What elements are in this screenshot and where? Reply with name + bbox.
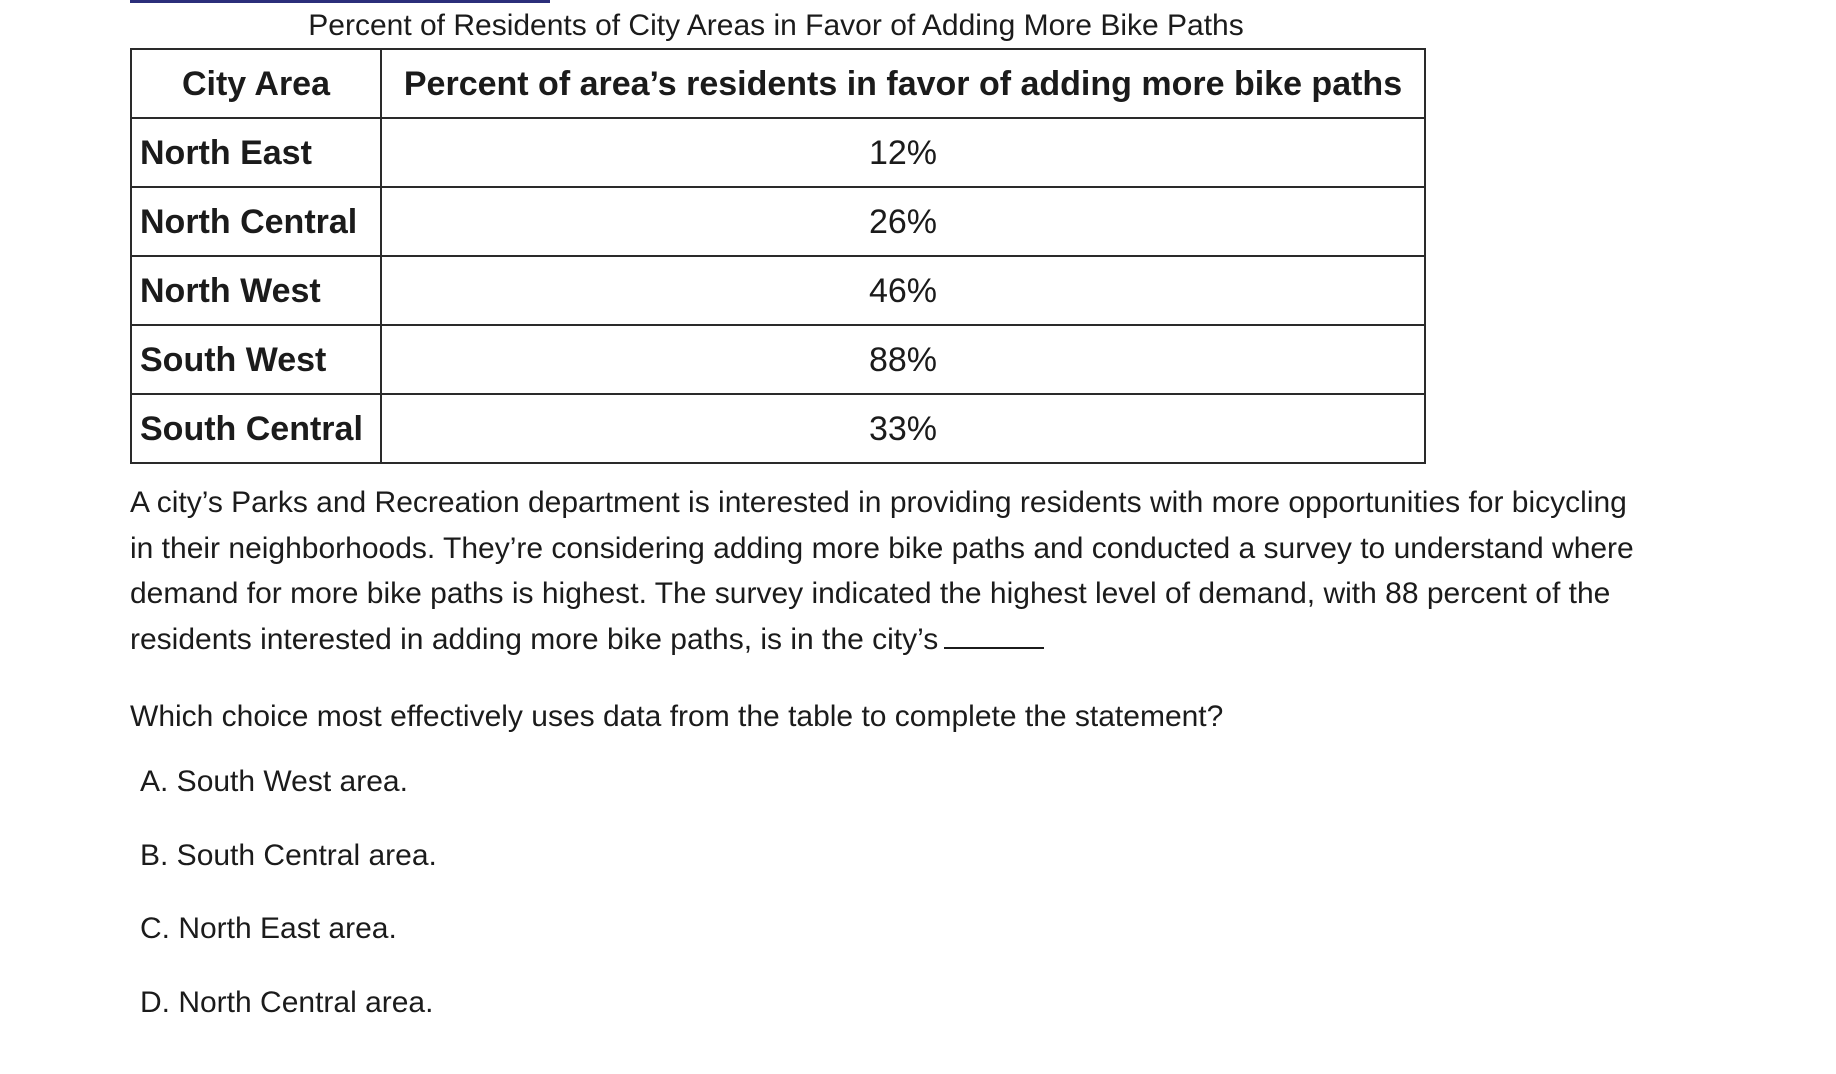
passage: A city’s Parks and Recreation department… <box>130 480 1730 662</box>
choice-c[interactable]: C. North East area. <box>140 912 397 945</box>
header-city-area: City Area <box>130 48 382 119</box>
table-row: North West 46% <box>130 255 1426 326</box>
row-percent: 26% <box>380 186 1426 257</box>
top-rule <box>130 0 550 3</box>
table-row: South Central 33% <box>130 393 1426 464</box>
row-area: South Central <box>130 393 382 464</box>
answer-blank <box>944 619 1045 649</box>
row-area: South West <box>130 324 382 395</box>
answer-choices: A. South West area. B. South Central are… <box>140 762 437 1056</box>
data-table: City Area Percent of area’s residents in… <box>130 48 1426 464</box>
table-row: South West 88% <box>130 324 1426 395</box>
passage-line: in their neighborhoods. They’re consider… <box>130 531 1634 565</box>
header-percent-in-favor: Percent of area’s residents in favor of … <box>380 48 1426 119</box>
row-area: North Central <box>130 186 382 257</box>
question-prompt: Which choice most effectively uses data … <box>130 700 1224 733</box>
row-percent: 88% <box>380 324 1426 395</box>
choice-b[interactable]: B. South Central area. <box>140 838 437 872</box>
table-caption: Percent of Residents of City Areas in Fa… <box>308 9 1244 42</box>
choice-a[interactable]: A. South West area. <box>140 765 408 798</box>
table-row: North Central 26% <box>130 186 1426 257</box>
choice-d[interactable]: D. North Central area. <box>140 985 434 1019</box>
row-area: North East <box>130 117 382 188</box>
passage-line: demand for more bike paths is highest. T… <box>130 577 1611 610</box>
table-header-row: City Area Percent of area’s residents in… <box>130 48 1426 119</box>
passage-line: A city’s Parks and Recreation department… <box>130 486 1627 519</box>
row-area: North West <box>130 255 382 326</box>
row-percent: 12% <box>380 117 1426 188</box>
passage-line: residents interested in adding more bike… <box>130 622 939 656</box>
row-percent: 46% <box>380 255 1426 326</box>
row-percent: 33% <box>380 393 1426 464</box>
table-row: North East 12% <box>130 117 1426 188</box>
